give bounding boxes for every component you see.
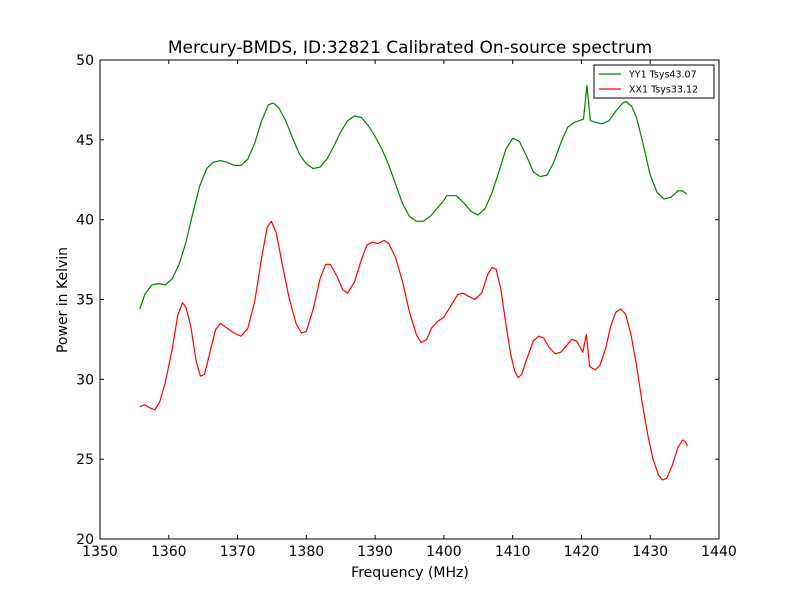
chart-title: Mercury-BMDS, ID:32821 Calibrated On-sou… xyxy=(168,38,652,58)
x-axis-label: Frequency (MHz) xyxy=(351,565,469,581)
y-tick-label: 50 xyxy=(76,53,94,69)
series-line-1 xyxy=(139,84,688,310)
x-axis: 1350 1360 1370 1380 1390 1400 1410 1420 1430 1440 xyxy=(82,60,737,560)
series-layer xyxy=(139,84,688,481)
legend-label-2: XX1 Tsys33.12 xyxy=(629,85,698,96)
x-tick-label: 1360 xyxy=(151,544,187,560)
x-tick-label: 1420 xyxy=(564,544,600,560)
x-tick-label: 1410 xyxy=(495,544,531,560)
legend-label-1: YY1 Tsys43.07 xyxy=(628,70,697,81)
y-tick-label: 25 xyxy=(76,452,94,468)
x-tick-label: 1400 xyxy=(426,544,462,560)
legend: YY1 Tsys43.07 XX1 Tsys33.12 xyxy=(593,64,715,99)
legend-box xyxy=(593,64,715,99)
y-tick-label: 30 xyxy=(76,372,94,388)
y-axis-label: Power in Kelvin xyxy=(55,247,71,353)
x-tick-label: 1350 xyxy=(82,544,118,560)
x-tick-label: 1370 xyxy=(220,544,256,560)
x-tick-label: 1390 xyxy=(357,544,393,560)
y-tick-label: 45 xyxy=(76,133,94,149)
y-tick-label: 20 xyxy=(76,532,94,548)
series-line-2 xyxy=(139,220,688,481)
x-tick-label: 1440 xyxy=(701,544,737,560)
x-tick-label: 1380 xyxy=(289,544,325,560)
y-tick-label: 35 xyxy=(76,293,94,309)
x-tick-label: 1430 xyxy=(632,544,668,560)
y-axis: 20 25 30 35 40 45 50 xyxy=(76,53,719,548)
y-tick-label: 40 xyxy=(76,213,94,229)
